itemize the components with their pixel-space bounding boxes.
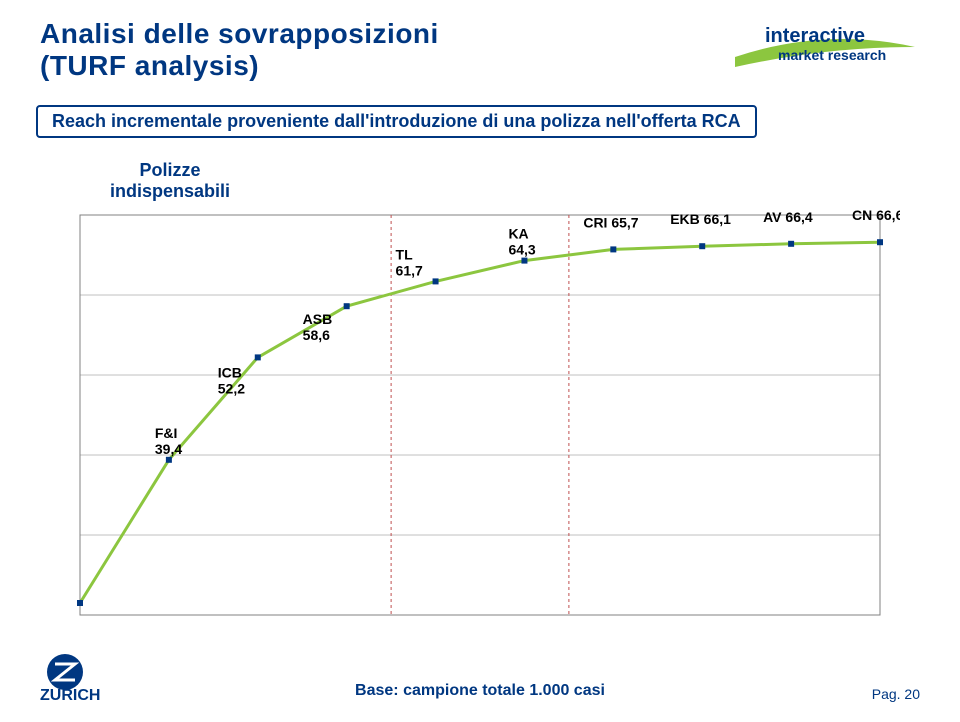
title-line-2: (TURF analysis): [40, 50, 259, 81]
logo-text-2: market research: [778, 47, 886, 63]
svg-text:F&I: F&I: [155, 425, 178, 441]
svg-text:61,7: 61,7: [396, 262, 423, 278]
turf-chart: F&I39,4 ICB52,2 ASB58,6 TL61,7 KA64,3 CRI 65,…: [60, 205, 900, 625]
svg-text:ICB: ICB: [218, 364, 242, 380]
polizze-label: Polizze indispensabili: [110, 160, 230, 201]
logo-text-1: interactive: [765, 25, 865, 47]
svg-text:ASB: ASB: [303, 311, 333, 327]
polizze-label-2: indispensabili: [110, 181, 230, 201]
svg-text:EKB 66,1: EKB 66,1: [670, 211, 731, 227]
svg-text:CN 66,6: CN 66,6: [852, 207, 900, 223]
svg-text:64,3: 64,3: [508, 242, 535, 258]
svg-text:39,4: 39,4: [155, 441, 182, 457]
subtitle-text: Reach incrementale proveniente dall'intr…: [52, 111, 741, 131]
footer-base-text: Base: campione totale 1.000 casi: [355, 682, 605, 699]
svg-text:CRI 65,7: CRI 65,7: [583, 214, 638, 230]
brand-logo-right: interactive market research: [730, 22, 920, 72]
svg-text:AV 66,4: AV 66,4: [763, 209, 813, 225]
polizze-label-1: Polizze: [140, 160, 201, 180]
svg-text:TL: TL: [396, 246, 414, 262]
subtitle-box: Reach incrementale proveniente dall'intr…: [36, 105, 757, 138]
footer-page-number: Pag. 20: [872, 686, 920, 702]
title-line-1: Analisi delle sovrapposizioni: [40, 18, 439, 49]
svg-text:58,6: 58,6: [303, 327, 330, 343]
svg-text:KA: KA: [508, 226, 528, 242]
svg-text:52,2: 52,2: [218, 380, 245, 396]
page-title: Analisi delle sovrapposizioni (TURF anal…: [40, 18, 439, 82]
footer-center: Base: campione totale 1.000 casi: [0, 682, 960, 700]
footer-page-text: Pag. 20: [872, 686, 920, 702]
